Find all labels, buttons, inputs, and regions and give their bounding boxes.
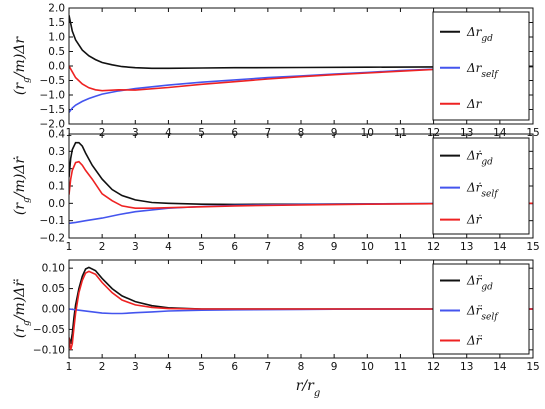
panel-3: 1 2 3 4 5 6 7 8 9 10 11 12 13 14 150.100.050.00−0.05−0…: [12, 259, 540, 373]
legend-box: [432, 11, 530, 121]
x-tick-label: 7: [265, 241, 272, 253]
x-tick-label: 10: [361, 241, 374, 253]
y-tick-label: −0.5: [40, 75, 66, 87]
x-tick-label: 3: [132, 361, 139, 373]
y-tick-label: 0.2: [48, 163, 65, 175]
y-tick-label: 0.05: [42, 283, 65, 295]
x-tick-label: 1: [66, 241, 73, 253]
y-tick-label: 0.4: [48, 129, 65, 141]
y-tick-label: −0.05: [33, 324, 65, 336]
y-tick-label: 0.1: [48, 181, 65, 193]
series-line-3: [69, 160, 533, 209]
legend-entry: Δr̈gd: [466, 274, 493, 293]
plot-frame: [68, 7, 534, 125]
legend-entry: Δrself: [466, 61, 499, 80]
legend-entry: Δr̈: [466, 334, 483, 348]
series-line-3: [69, 65, 444, 92]
y-tick-label: −1.0: [40, 90, 66, 102]
plot-frame: [68, 133, 534, 239]
legend-box: [432, 137, 530, 235]
x-tick-label: 3: [132, 127, 139, 139]
x-tick-label: 12: [427, 241, 440, 253]
y-tick-label: 0.3: [48, 146, 65, 158]
x-tick-label: 12: [427, 127, 440, 139]
x-tick-label: 1: [66, 127, 73, 139]
legend: Δr̈gd Δr̈self Δr̈: [432, 263, 530, 355]
x-tick-label: 14: [493, 127, 507, 139]
legend: Δṙgd Δṙself Δṙ: [432, 137, 530, 235]
y-tick-label: −1.5: [40, 104, 66, 116]
y-axis-label: (rg/m)Δr̈: [12, 278, 32, 338]
y-tick-label: 0.00: [42, 304, 65, 316]
legend-box: [432, 263, 530, 355]
x-tick-label: 4: [165, 361, 172, 373]
x-tick-label: 2: [99, 127, 106, 139]
x-tick-label: 14: [493, 241, 507, 253]
x-tick-label: 8: [298, 361, 305, 373]
legend-entry: Δṙgd: [466, 149, 493, 168]
x-tick-label: 7: [265, 127, 272, 139]
plot-frame: [68, 259, 534, 359]
legend-entry: Δṙself: [466, 181, 499, 200]
y-tick-label: −2.0: [40, 119, 66, 131]
legend-entry: Δrgd: [466, 25, 493, 44]
x-tick-label: 4: [165, 127, 172, 139]
x-tick-label: 12: [427, 361, 440, 373]
series-line-1: [69, 15, 533, 70]
y-tick-label: 0.5: [48, 46, 65, 58]
x-tick-label: 7: [265, 361, 272, 373]
x-tick-label: 2: [99, 361, 106, 373]
x-tick-label: 13: [460, 127, 473, 139]
x-tick-label: 9: [331, 127, 338, 139]
panel-1: 1 2 3 4 5 6 7 8 9 10 11 12 13 14 152.01.51.00.50.0−0.5…: [12, 3, 540, 140]
x-tick-label: 8: [298, 127, 305, 139]
y-tick-label: −0.2: [40, 233, 66, 245]
x-tick-label: 15: [526, 361, 539, 373]
x-tick-label: 9: [331, 241, 338, 253]
x-tick-label: 5: [198, 127, 205, 139]
legend-entry: Δr: [466, 97, 483, 111]
y-tick-label: 1.0: [48, 32, 65, 44]
x-tick-label: 1: [66, 361, 73, 373]
y-axis-label: (rg/m)Δr: [12, 36, 32, 95]
x-tick-label: 6: [231, 241, 238, 253]
legend-entry: Δr̈self: [466, 304, 499, 323]
y-tick-label: −0.10: [33, 344, 65, 356]
x-tick-label: 15: [526, 127, 539, 139]
x-tick-label: 4: [165, 241, 172, 253]
legend-entry: Δṙ: [466, 213, 483, 227]
x-tick-label: 11: [394, 361, 407, 373]
x-tick-label: 3: [132, 241, 139, 253]
y-tick-label: 1.5: [48, 17, 65, 29]
y-tick-label: 0.10: [42, 263, 65, 275]
legend: Δrgd Δrself Δr: [432, 11, 530, 121]
x-tick-label: 14: [493, 361, 507, 373]
x-tick-label: 6: [231, 127, 238, 139]
x-tick-label: 10: [361, 361, 374, 373]
x-tick-label: 9: [331, 361, 338, 373]
x-tick-label: 8: [298, 241, 305, 253]
y-tick-label: 0.0: [48, 61, 65, 73]
x-tick-label: 5: [198, 241, 205, 253]
x-tick-label: 2: [99, 241, 106, 253]
x-tick-label: 6: [231, 361, 238, 373]
x-tick-label: 11: [394, 127, 407, 139]
x-tick-label: 5: [198, 361, 205, 373]
y-tick-label: 2.0: [48, 3, 65, 15]
y-tick-label: −0.1: [40, 215, 66, 227]
x-axis-label: r/rg: [296, 378, 321, 399]
y-tick-label: 0.0: [48, 198, 65, 210]
x-tick-label: 13: [460, 241, 473, 253]
x-tick-label: 13: [460, 361, 473, 373]
panel-2: 1 2 3 4 5 6 7 8 9 10 11 12 13 14 150.40.30.20.10.0−0.1…: [12, 129, 540, 254]
x-tick-label: 15: [526, 241, 539, 253]
x-tick-label: 10: [361, 127, 374, 139]
x-tick-label: 11: [394, 241, 407, 253]
y-axis-label: (rg/m)Δṙ: [12, 156, 32, 215]
series-line-3: [69, 270, 533, 351]
